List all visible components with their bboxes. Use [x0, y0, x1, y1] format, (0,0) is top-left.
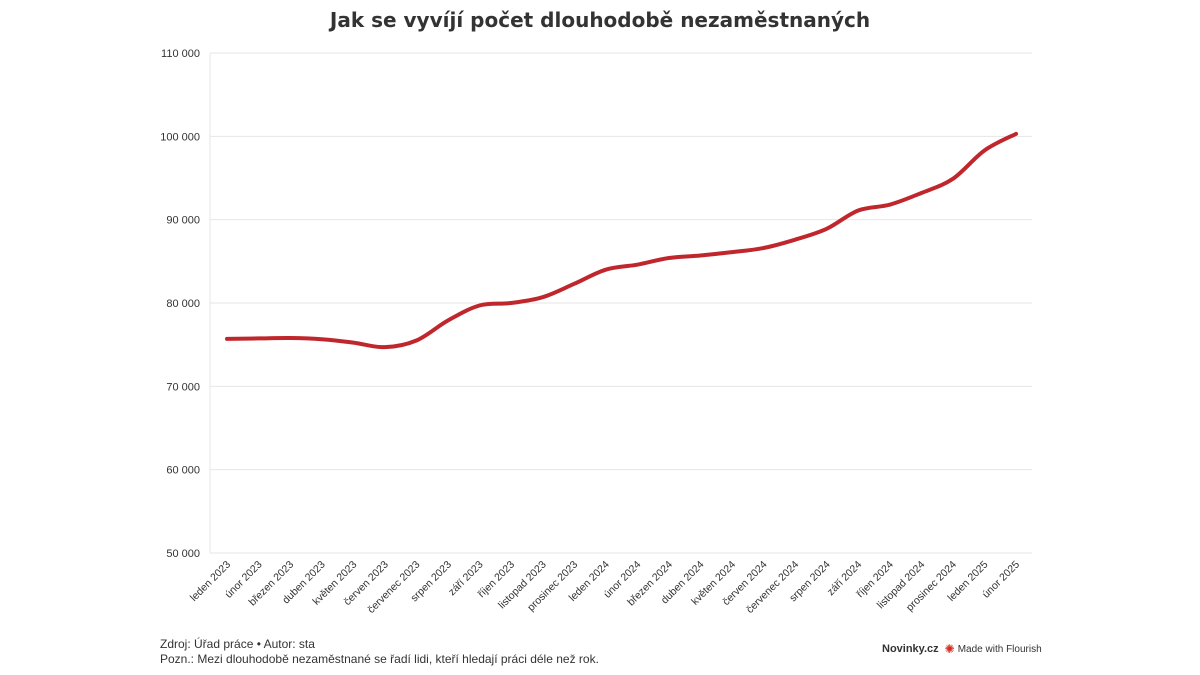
brand-name[interactable]: Novinky.cz [882, 643, 939, 655]
chart-title: Jak se vyvíjí počet dlouhodobě nezaměstn… [329, 8, 871, 32]
y-tick-label: 70 000 [166, 381, 200, 393]
y-tick-label: 80 000 [166, 298, 200, 310]
y-tick-label: 50 000 [166, 548, 200, 560]
flourish-label: Made with Flourish [957, 643, 1042, 655]
y-tick-label: 100 000 [160, 131, 200, 143]
line-chart: 50 000 60 000 70 000 80 000 90 000 100 000 110… [160, 48, 1032, 616]
chart-footer: Zdroj: Úřad práce • Autor: sta Pozn.: Me… [160, 637, 599, 667]
flourish-credit[interactable]: ✺ Made with Flourish [944, 642, 1042, 656]
flourish-logo-icon: ✺ [944, 642, 955, 656]
y-tick-label: 90 000 [166, 215, 200, 227]
series-group [225, 131, 1018, 350]
source-text: Zdroj: Úřad práce • Autor: sta [160, 637, 315, 651]
grid-lines [209, 52, 1032, 554]
y-axis-labels: 50 000 60 000 70 000 80 000 90 000 100 000 110… [160, 48, 200, 560]
y-tick-label: 110 000 [161, 48, 200, 60]
y-tick-label: 60 000 [166, 465, 200, 477]
note-text: Pozn.: Mezi dlouhodobě nezaměstnané se ř… [160, 652, 599, 666]
series-line[interactable] [225, 131, 1018, 350]
brand-area: Novinky.cz ✺ Made with Flourish [882, 643, 1042, 655]
